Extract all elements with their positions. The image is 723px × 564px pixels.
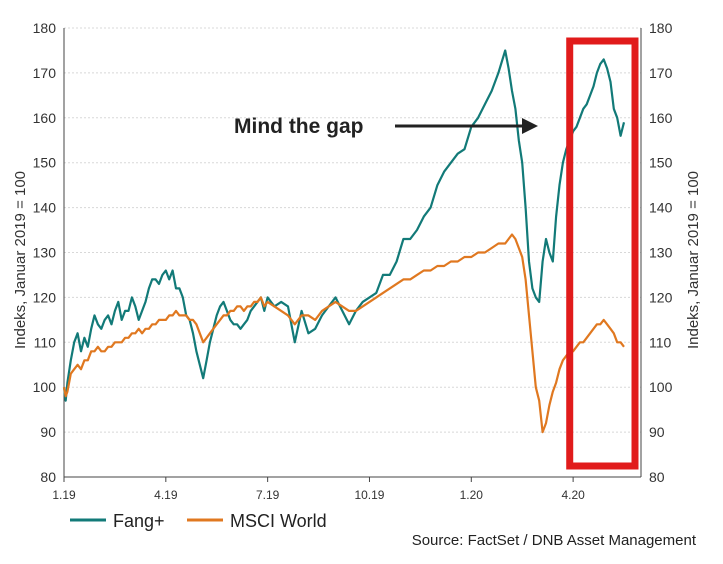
- y-tick-label-right: 150: [649, 155, 673, 171]
- y-tick-label-left: 80: [40, 469, 56, 485]
- x-tick-label: 4.19: [154, 488, 178, 502]
- y-tick-label-left: 130: [33, 245, 57, 261]
- y-tick-label-left: 120: [33, 289, 57, 305]
- legend-fang-label: Fang+: [113, 511, 165, 531]
- y-tick-label-left: 180: [33, 20, 57, 36]
- y-tick-label-left: 160: [33, 110, 57, 126]
- x-tick-label: 4.20: [561, 488, 585, 502]
- y-tick-label-right: 90: [649, 424, 665, 440]
- y-tick-label-right: 110: [649, 334, 672, 350]
- y-tick-label-left: 170: [33, 65, 57, 81]
- source-note: Source: FactSet / DNB Asset Management: [412, 532, 697, 549]
- y-tick-label-left: 90: [40, 424, 56, 440]
- y-tick-label-right: 100: [649, 379, 673, 395]
- y-tick-label-right: 160: [649, 110, 673, 126]
- msci-world-line: [62, 233, 625, 434]
- axis-layer: 80 80 90 90 100 100 110 110 120 120 130 130 140 140 15…: [33, 20, 673, 502]
- annotation-arrow-head: [522, 118, 538, 134]
- y-tick-label-left: 140: [33, 200, 57, 216]
- annotation-text: Mind the gap: [234, 115, 364, 138]
- y-tick-label-right: 170: [649, 65, 673, 81]
- fang-plus-line: [62, 49, 626, 402]
- x-tick-label: 1.19: [52, 488, 76, 502]
- right-axis-title: Indeks, Januar 2019 = 100: [685, 171, 702, 349]
- x-tick-label: 1.20: [460, 488, 484, 502]
- x-tick-label: 7.19: [256, 488, 280, 502]
- grid-layer: [64, 27, 641, 433]
- legend: Fang+ MSCI World: [70, 511, 327, 531]
- y-tick-label-right: 80: [649, 469, 665, 485]
- y-tick-label-right: 140: [649, 200, 673, 216]
- legend-msci-label: MSCI World: [230, 511, 327, 531]
- y-tick-label-right: 180: [649, 20, 673, 36]
- left-axis-title: Indeks, Januar 2019 = 100: [12, 171, 29, 349]
- y-tick-label-left: 150: [33, 155, 57, 171]
- y-tick-label-left: 100: [33, 379, 57, 395]
- y-tick-label-right: 120: [649, 289, 673, 305]
- series-layer: [62, 49, 626, 434]
- y-tick-label-left: 110: [34, 334, 57, 350]
- highlight-box: [566, 37, 639, 470]
- x-tick-label: 10.19: [354, 488, 384, 502]
- y-tick-label-right: 130: [649, 245, 673, 261]
